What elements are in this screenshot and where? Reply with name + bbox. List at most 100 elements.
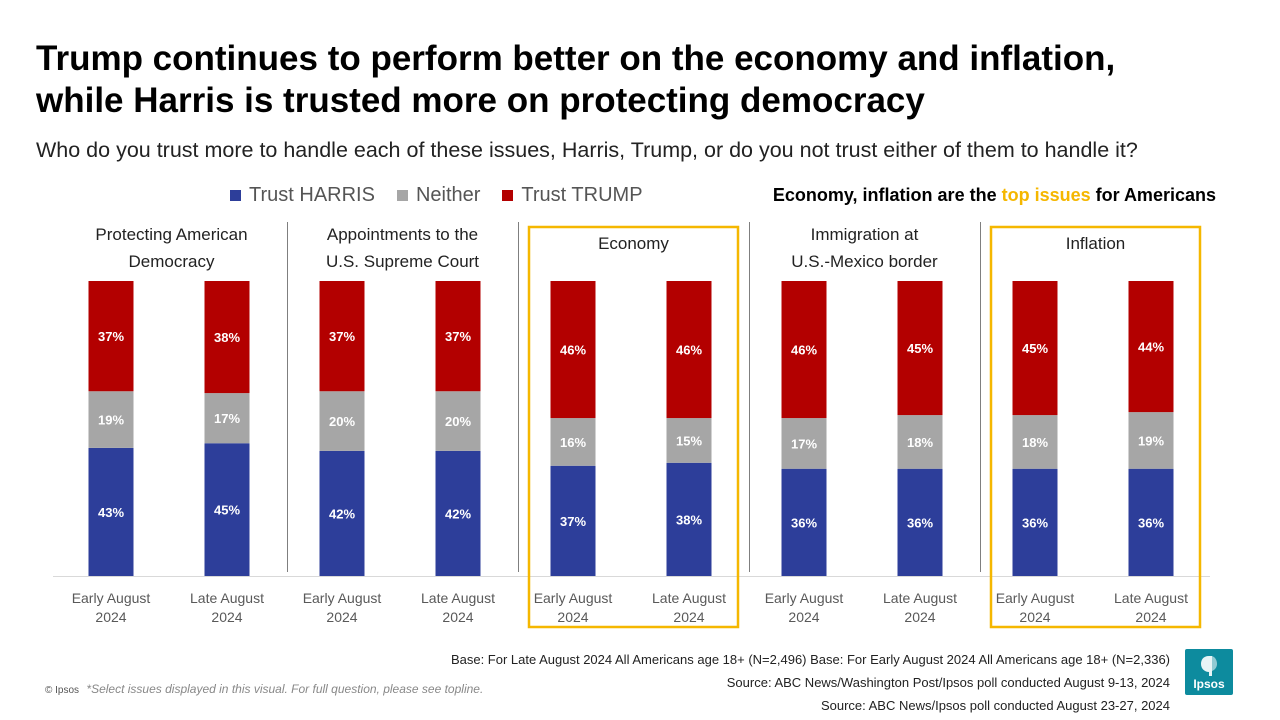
bar-segment-trump	[897, 281, 943, 416]
x-tick-label-line: Late August	[652, 590, 726, 606]
x-tick-label: Late August 2024	[1114, 590, 1188, 625]
bar-segment-harris	[319, 450, 365, 576]
base-note: Base: For Late August 2024 All Americans…	[450, 652, 1170, 667]
bar-segment-neither	[435, 391, 481, 451]
data-label-harris: 36%	[1022, 515, 1048, 530]
x-tick-label-line: 2024	[904, 609, 935, 625]
x-tick-label-line: 2024	[211, 609, 242, 625]
title-line-1: Trump continues to perform better on the…	[36, 39, 1116, 78]
legend: Trust HARRIS Neither Trust TRUMP	[230, 183, 665, 207]
legend-swatch-neither	[396, 189, 408, 201]
x-tick-label: Late August 2024	[190, 590, 264, 625]
title-line-2: while Harris is trusted more on protecti…	[36, 81, 925, 120]
x-tick-label-line: 2024	[788, 609, 819, 625]
bar-segment-trump	[781, 281, 827, 419]
x-tick-label-line: 2024	[557, 609, 588, 625]
group-title-line: Inflation	[1066, 234, 1126, 253]
bar-segment-neither	[666, 418, 712, 463]
bar-segment-neither	[550, 418, 596, 466]
logo-mark-icon	[1201, 656, 1217, 676]
x-tick-label-line: Late August	[883, 590, 957, 606]
x-tick-label: Late August 2024	[883, 590, 957, 625]
x-tick-label-line: 2024	[1019, 609, 1050, 625]
source-note-2: Source: ABC News/Ipsos poll conducted Au…	[820, 698, 1170, 713]
legend-item-trump: Trust TRUMP	[502, 183, 643, 207]
callout-highlight: top issues	[1001, 185, 1091, 205]
data-label-harris: 36%	[1138, 515, 1164, 530]
group-title-economy: Economy	[598, 234, 669, 253]
stacked-bar-chart: Protecting American Democracy 43% 19% 37% Ear…	[53, 222, 1210, 629]
bar-segment-trump	[1128, 281, 1174, 413]
bar-segment-harris	[550, 465, 596, 576]
data-label-trump: 37%	[445, 329, 471, 344]
legend-item-neither: Neither	[396, 183, 481, 207]
data-label-harris: 45%	[214, 503, 240, 518]
source-notes: Base: For Late August 2024 All Americans…	[451, 648, 1170, 717]
source-note-1: Source: ABC News/Washington Post/Ipsos p…	[726, 675, 1170, 690]
logo-text: Ipsos	[1193, 677, 1225, 691]
bar-segment-harris	[781, 468, 827, 576]
highlight-box-economy	[527, 225, 740, 629]
bar-segment-harris	[897, 468, 943, 576]
footnote: *Select issues displayed in this visual.…	[86, 682, 484, 696]
x-tick-label-line: Early August	[303, 590, 382, 606]
data-label-neither: 18%	[1022, 435, 1048, 450]
group-title-line: Protecting American	[95, 225, 247, 244]
data-label-trump: 46%	[560, 343, 586, 358]
x-tick-label-line: Late August	[1114, 590, 1188, 606]
bar-segment-neither	[897, 415, 943, 469]
legend-label-trump: Trust TRUMP	[521, 183, 643, 206]
data-label-trump: 37%	[98, 329, 124, 344]
legend-swatch-harris	[230, 189, 241, 201]
bar-segment-harris	[435, 450, 481, 576]
ipsos-logo: Ipsos	[1185, 649, 1233, 695]
chart-subtitle: Who do you trust more to handle each of …	[36, 138, 1138, 162]
data-label-harris: 42%	[329, 506, 355, 521]
copyright: © Ipsos	[45, 685, 80, 696]
legend-swatch-trump	[502, 189, 514, 201]
x-tick-label: Early August 2024	[534, 590, 613, 625]
x-tick-label-line: Late August	[190, 590, 264, 606]
bar-segment-harris	[204, 443, 250, 576]
group-title-line: Immigration at	[811, 225, 919, 244]
data-label-harris: 43%	[98, 505, 124, 520]
bar-segment-neither	[88, 391, 134, 448]
callout-text-pre: Economy, inflation are the	[772, 185, 1002, 205]
x-tick-label-line: Early August	[534, 590, 613, 606]
legend-label-neither: Neither	[415, 183, 481, 206]
bar-segment-trump	[1012, 281, 1058, 416]
group-title-line: Economy	[598, 234, 669, 253]
bar-segment-trump	[550, 281, 596, 419]
data-label-trump: 46%	[791, 343, 817, 358]
x-tick-label-line: 2024	[326, 609, 357, 625]
group-title-appointments-to-the-u-s-supreme-court: Appointments to the U.S. Supreme Court	[326, 225, 479, 271]
group-title-inflation: Inflation	[1066, 234, 1126, 253]
bar-segment-trump	[666, 281, 712, 419]
data-label-neither: 20%	[329, 414, 355, 429]
group-title-protecting-american-democracy: Protecting American Democracy	[95, 225, 247, 271]
data-label-harris: 36%	[791, 515, 817, 530]
bar-segment-trump	[435, 281, 481, 392]
legend-label-harris: Trust HARRIS	[249, 183, 375, 206]
bar-segment-neither	[319, 391, 365, 451]
data-label-trump: 45%	[1022, 341, 1048, 356]
x-tick-label: Late August 2024	[652, 590, 726, 625]
bar-segment-harris	[88, 447, 134, 576]
bar-segment-trump	[204, 281, 250, 394]
bar-segment-trump	[319, 281, 365, 392]
data-label-harris: 37%	[560, 514, 586, 529]
x-tick-label-line: Early August	[996, 590, 1075, 606]
top-issues-callout: Economy, inflation are the top issues fo…	[773, 183, 1216, 207]
callout-text-post: for Americans	[1090, 185, 1216, 205]
x-tick-label: Early August 2024	[72, 590, 151, 625]
data-label-neither: 16%	[560, 435, 586, 450]
data-label-trump: 38%	[214, 330, 240, 345]
data-label-neither: 19%	[98, 413, 124, 428]
x-tick-label-line: Early August	[765, 590, 844, 606]
group-title-line: Appointments to the	[327, 225, 478, 244]
x-tick-label-line: Early August	[72, 590, 151, 606]
x-tick-label-line: 2024	[442, 609, 473, 625]
legend-item-harris: Trust HARRIS	[230, 184, 375, 207]
data-label-trump: 45%	[907, 341, 933, 356]
x-tick-label-line: 2024	[673, 609, 704, 625]
